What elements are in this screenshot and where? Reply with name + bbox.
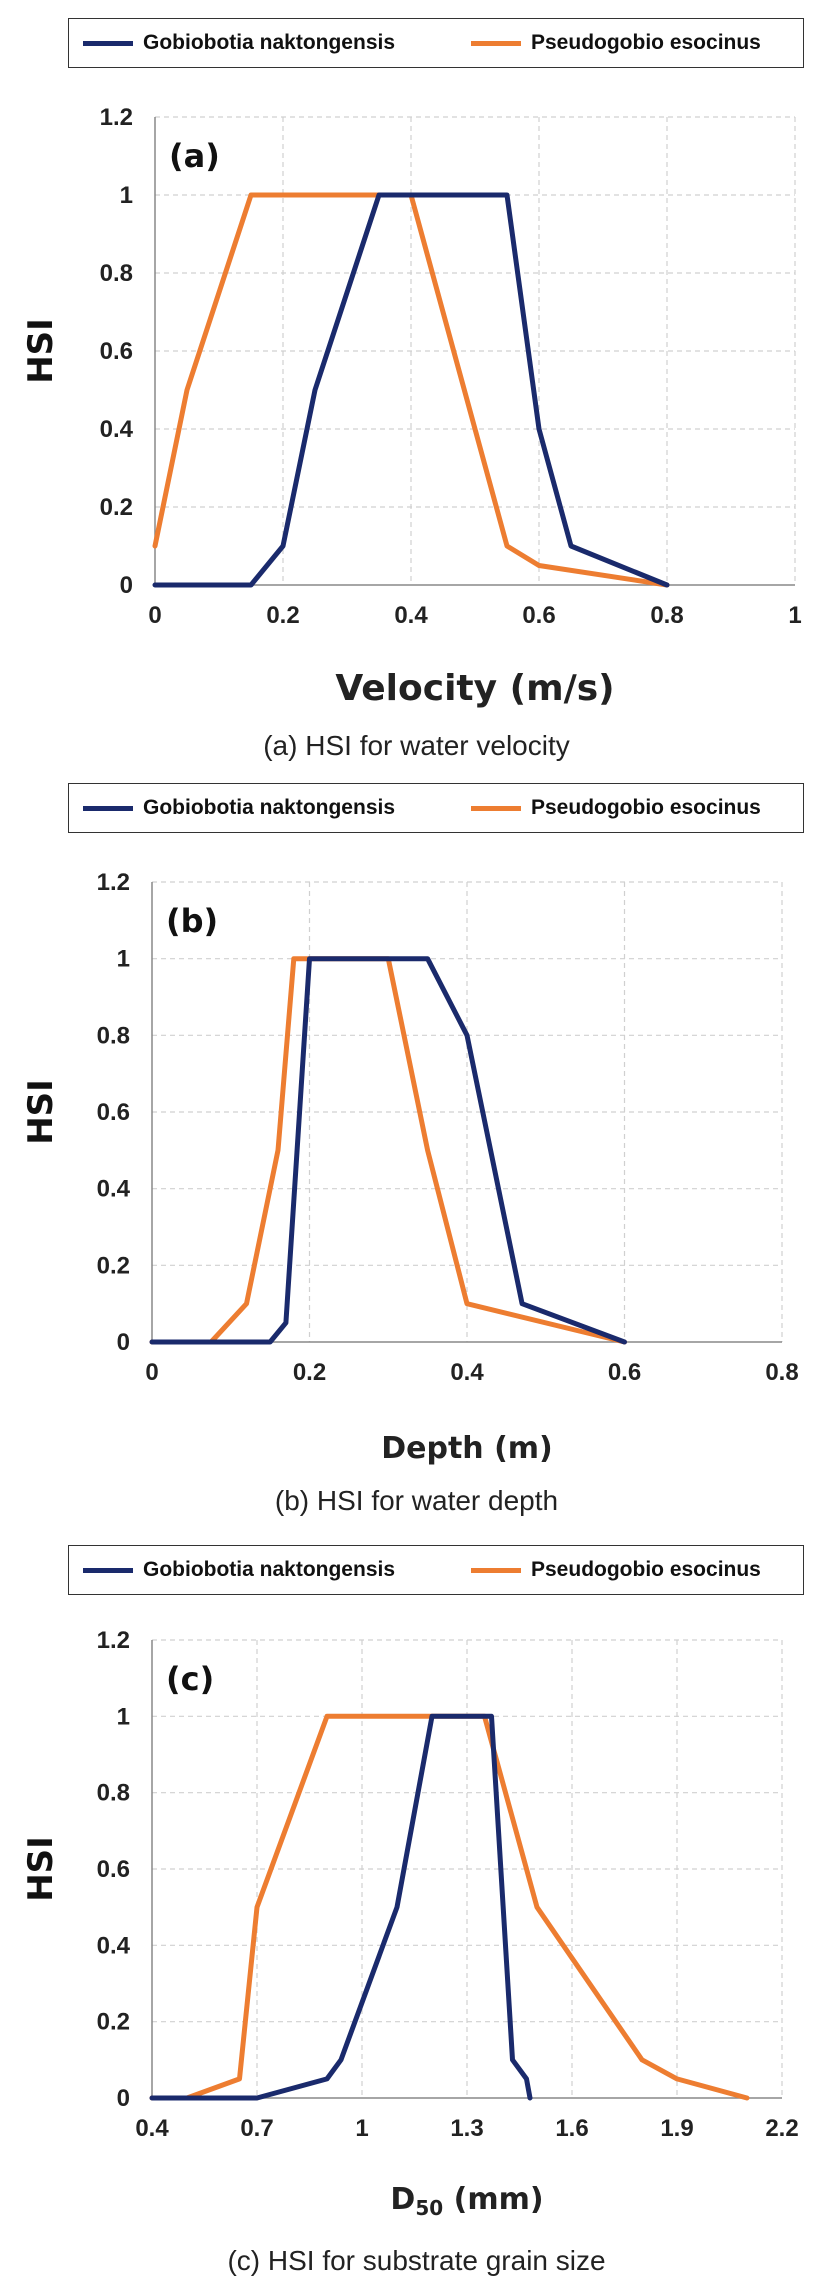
legend-entry-series-2: Pseudogobio esocinus <box>471 1546 761 1594</box>
y-tick-label: 0 <box>117 2085 130 2112</box>
x-tick-label: 0.2 <box>266 602 299 629</box>
x-tick-label: 0.7 <box>240 2115 273 2142</box>
chart-plot: 0 0.2 0.4 0.6 0.8 0 0.2 0.4 0.6 0.8 1 1.2 (b) HSI Dept… <box>21 869 799 1466</box>
x-tick-label: 0.8 <box>765 1359 798 1386</box>
x-tick-label: 0 <box>145 1359 158 1386</box>
y-tick-label: 0.6 <box>100 338 133 365</box>
legend-swatch-series-2 <box>471 1567 521 1573</box>
x-axis-label-main: D <box>390 2182 415 2217</box>
chart-panel-depth: Gobiobotia naktongensis Pseudogobio esoc… <box>0 765 833 1530</box>
legend-label-series-2: Pseudogobio esocinus <box>531 31 761 54</box>
legend-swatch-series-1 <box>83 805 133 811</box>
y-tick-label: 1.2 <box>100 104 133 131</box>
y-tick-label: 0.4 <box>97 1176 131 1203</box>
chart-plot: 0 0.2 0.4 0.6 0.8 1 0 0.2 0.4 0.6 0.8 1 1.2 (a) HSI Vel… <box>21 104 802 709</box>
panel-label: (c) <box>166 1660 214 1698</box>
series-line-2 <box>149 956 627 1345</box>
y-axis-label: HSI <box>21 1079 61 1145</box>
x-axis-label: Depth (m) <box>381 1431 553 1466</box>
y-tick-label: 0 <box>117 1329 130 1356</box>
panel-label: (a) <box>169 137 220 175</box>
y-tick-label: 0.4 <box>100 416 134 443</box>
y-tick-label: 0.8 <box>97 1780 130 1807</box>
y-tick-label: 1 <box>120 182 133 209</box>
legend: Gobiobotia naktongensis Pseudogobio esoc… <box>68 1545 804 1595</box>
legend-label-series-2: Pseudogobio esocinus <box>531 1558 761 1581</box>
x-tick-label: 0.4 <box>450 1359 484 1386</box>
legend-entry-series-2: Pseudogobio esocinus <box>471 19 761 67</box>
x-tick-label: 0.8 <box>650 602 683 629</box>
x-axis-label-subscript: 50 <box>415 2196 443 2220</box>
chart-panel-grain-size: Gobiobotia naktongensis Pseudogobio esoc… <box>0 1530 833 2292</box>
x-tick-label: 1 <box>355 2115 368 2142</box>
x-axis-label-unit: (mm) <box>443 2182 543 2217</box>
chart-caption: (b) HSI for water depth <box>274 1485 559 1516</box>
y-tick-label: 0.8 <box>97 1022 130 1049</box>
y-tick-label: 0.4 <box>97 1932 131 1959</box>
x-axis-label-main: Depth (m) <box>381 1431 553 1466</box>
x-tick-label: 0 <box>148 602 161 629</box>
chart-caption: (c) HSI for substrate grain size <box>227 2245 606 2276</box>
legend: Gobiobotia naktongensis Pseudogobio esoc… <box>68 18 804 68</box>
chart-plot: 0.4 0.7 1 1.3 1.6 1.9 2.2 0 0.2 0.4 0.6 0.8 1 1.2 (c) H… <box>21 1627 799 2220</box>
x-tick-label: 1.3 <box>450 2115 483 2142</box>
series-line-1 <box>149 956 627 1345</box>
y-tick-label: 0.2 <box>100 494 133 521</box>
chart-panel-velocity: Gobiobotia naktongensis Pseudogobio esoc… <box>0 0 833 765</box>
series-line-1 <box>149 1713 533 2101</box>
legend-swatch-series-2 <box>471 40 521 46</box>
x-axis-label: Velocity (m/s) <box>335 668 614 709</box>
y-tick-label: 0.8 <box>100 260 133 287</box>
x-tick-label: 0.4 <box>394 602 428 629</box>
series-line-2 <box>149 1713 750 2101</box>
chart-caption: (a) HSI for water velocity <box>263 730 570 761</box>
legend-label-series-1: Gobiobotia naktongensis <box>143 31 396 54</box>
y-tick-label: 0.2 <box>97 1252 130 1279</box>
y-axis-label: HSI <box>21 318 61 384</box>
y-axis-label: HSI <box>21 1836 61 1902</box>
legend-label-series-2: Pseudogobio esocinus <box>531 796 761 819</box>
x-tick-label: 0.6 <box>522 602 555 629</box>
y-tick-label: 0.6 <box>97 1856 130 1883</box>
legend-swatch-series-1 <box>83 40 133 46</box>
x-tick-label: 1.6 <box>555 2115 588 2142</box>
x-tick-label: 0.4 <box>135 2115 169 2142</box>
x-tick-label: 1 <box>788 602 801 629</box>
y-tick-label: 1 <box>117 946 130 973</box>
y-tick-label: 0.2 <box>97 2009 130 2036</box>
x-axis-label: D50 (mm) <box>390 2182 543 2220</box>
x-axis-label-main: Velocity (m/s) <box>335 668 614 709</box>
legend-label-series-1: Gobiobotia naktongensis <box>143 796 396 819</box>
panel-label: (b) <box>166 902 218 940</box>
x-tick-label: 0.6 <box>608 1359 641 1386</box>
series-line-1 <box>152 192 670 588</box>
y-tick-label: 1.2 <box>97 1627 130 1654</box>
legend-swatch-series-1 <box>83 1567 133 1573</box>
y-tick-label: 1 <box>117 1703 130 1730</box>
x-tick-label: 2.2 <box>765 2115 798 2142</box>
legend-label-series-1: Gobiobotia naktongensis <box>143 1558 396 1581</box>
x-tick-label: 0.2 <box>293 1359 326 1386</box>
legend-entry-series-1: Gobiobotia naktongensis <box>83 784 395 832</box>
y-tick-label: 0.6 <box>97 1099 130 1126</box>
legend: Gobiobotia naktongensis Pseudogobio esoc… <box>68 783 804 833</box>
legend-entry-series-2: Pseudogobio esocinus <box>471 784 761 832</box>
x-tick-label: 1.9 <box>660 2115 693 2142</box>
legend-entry-series-1: Gobiobotia naktongensis <box>83 1546 395 1594</box>
legend-entry-series-1: Gobiobotia naktongensis <box>83 19 395 67</box>
y-tick-label: 1.2 <box>97 869 130 896</box>
legend-swatch-series-2 <box>471 805 521 811</box>
y-tick-label: 0 <box>120 572 133 599</box>
